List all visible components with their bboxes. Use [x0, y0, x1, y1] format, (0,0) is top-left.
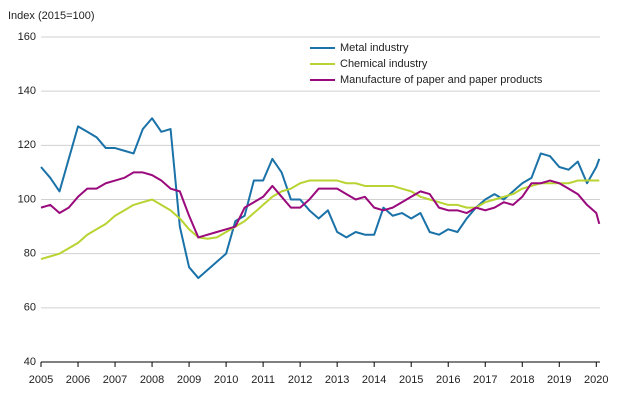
x-tick-label: 2015	[399, 374, 423, 386]
x-tick-label: 2019	[547, 374, 571, 386]
y-tick-label: 40	[24, 356, 36, 368]
y-tick-label: 140	[18, 85, 36, 97]
x-tick-label: 2005	[29, 374, 53, 386]
x-tick-label: 2016	[436, 374, 460, 386]
x-tick-label: 2011	[251, 374, 275, 386]
legend-label: Manufacture of paper and paper products	[340, 74, 543, 86]
y-tick-label: 80	[24, 248, 36, 260]
x-tick-label: 2017	[473, 374, 497, 386]
y-tick-label: 160	[18, 31, 36, 43]
series-line	[40, 171, 601, 239]
x-tick-label: 2013	[325, 374, 349, 386]
x-tick-label: 2012	[288, 374, 312, 386]
x-tick-label: 2008	[140, 374, 164, 386]
y-tick-label: 60	[24, 302, 36, 314]
x-tick-label: 2006	[66, 374, 90, 386]
legend-label: Metal industry	[340, 42, 409, 54]
x-tick-label: 2009	[177, 374, 201, 386]
x-tick-label: 2007	[103, 374, 127, 386]
x-tick-label: 2014	[362, 374, 386, 386]
y-tick-label: 100	[18, 193, 36, 205]
x-tick-label: 2020	[584, 374, 608, 386]
x-tick-label: 2018	[510, 374, 534, 386]
series-line	[40, 117, 601, 280]
series-line	[40, 179, 600, 261]
legend-label: Chemical industry	[340, 58, 428, 70]
y-axis-label: Index (2015=100)	[8, 10, 95, 22]
y-tick-label: 120	[18, 139, 36, 151]
x-tick-label: 2010	[214, 374, 238, 386]
